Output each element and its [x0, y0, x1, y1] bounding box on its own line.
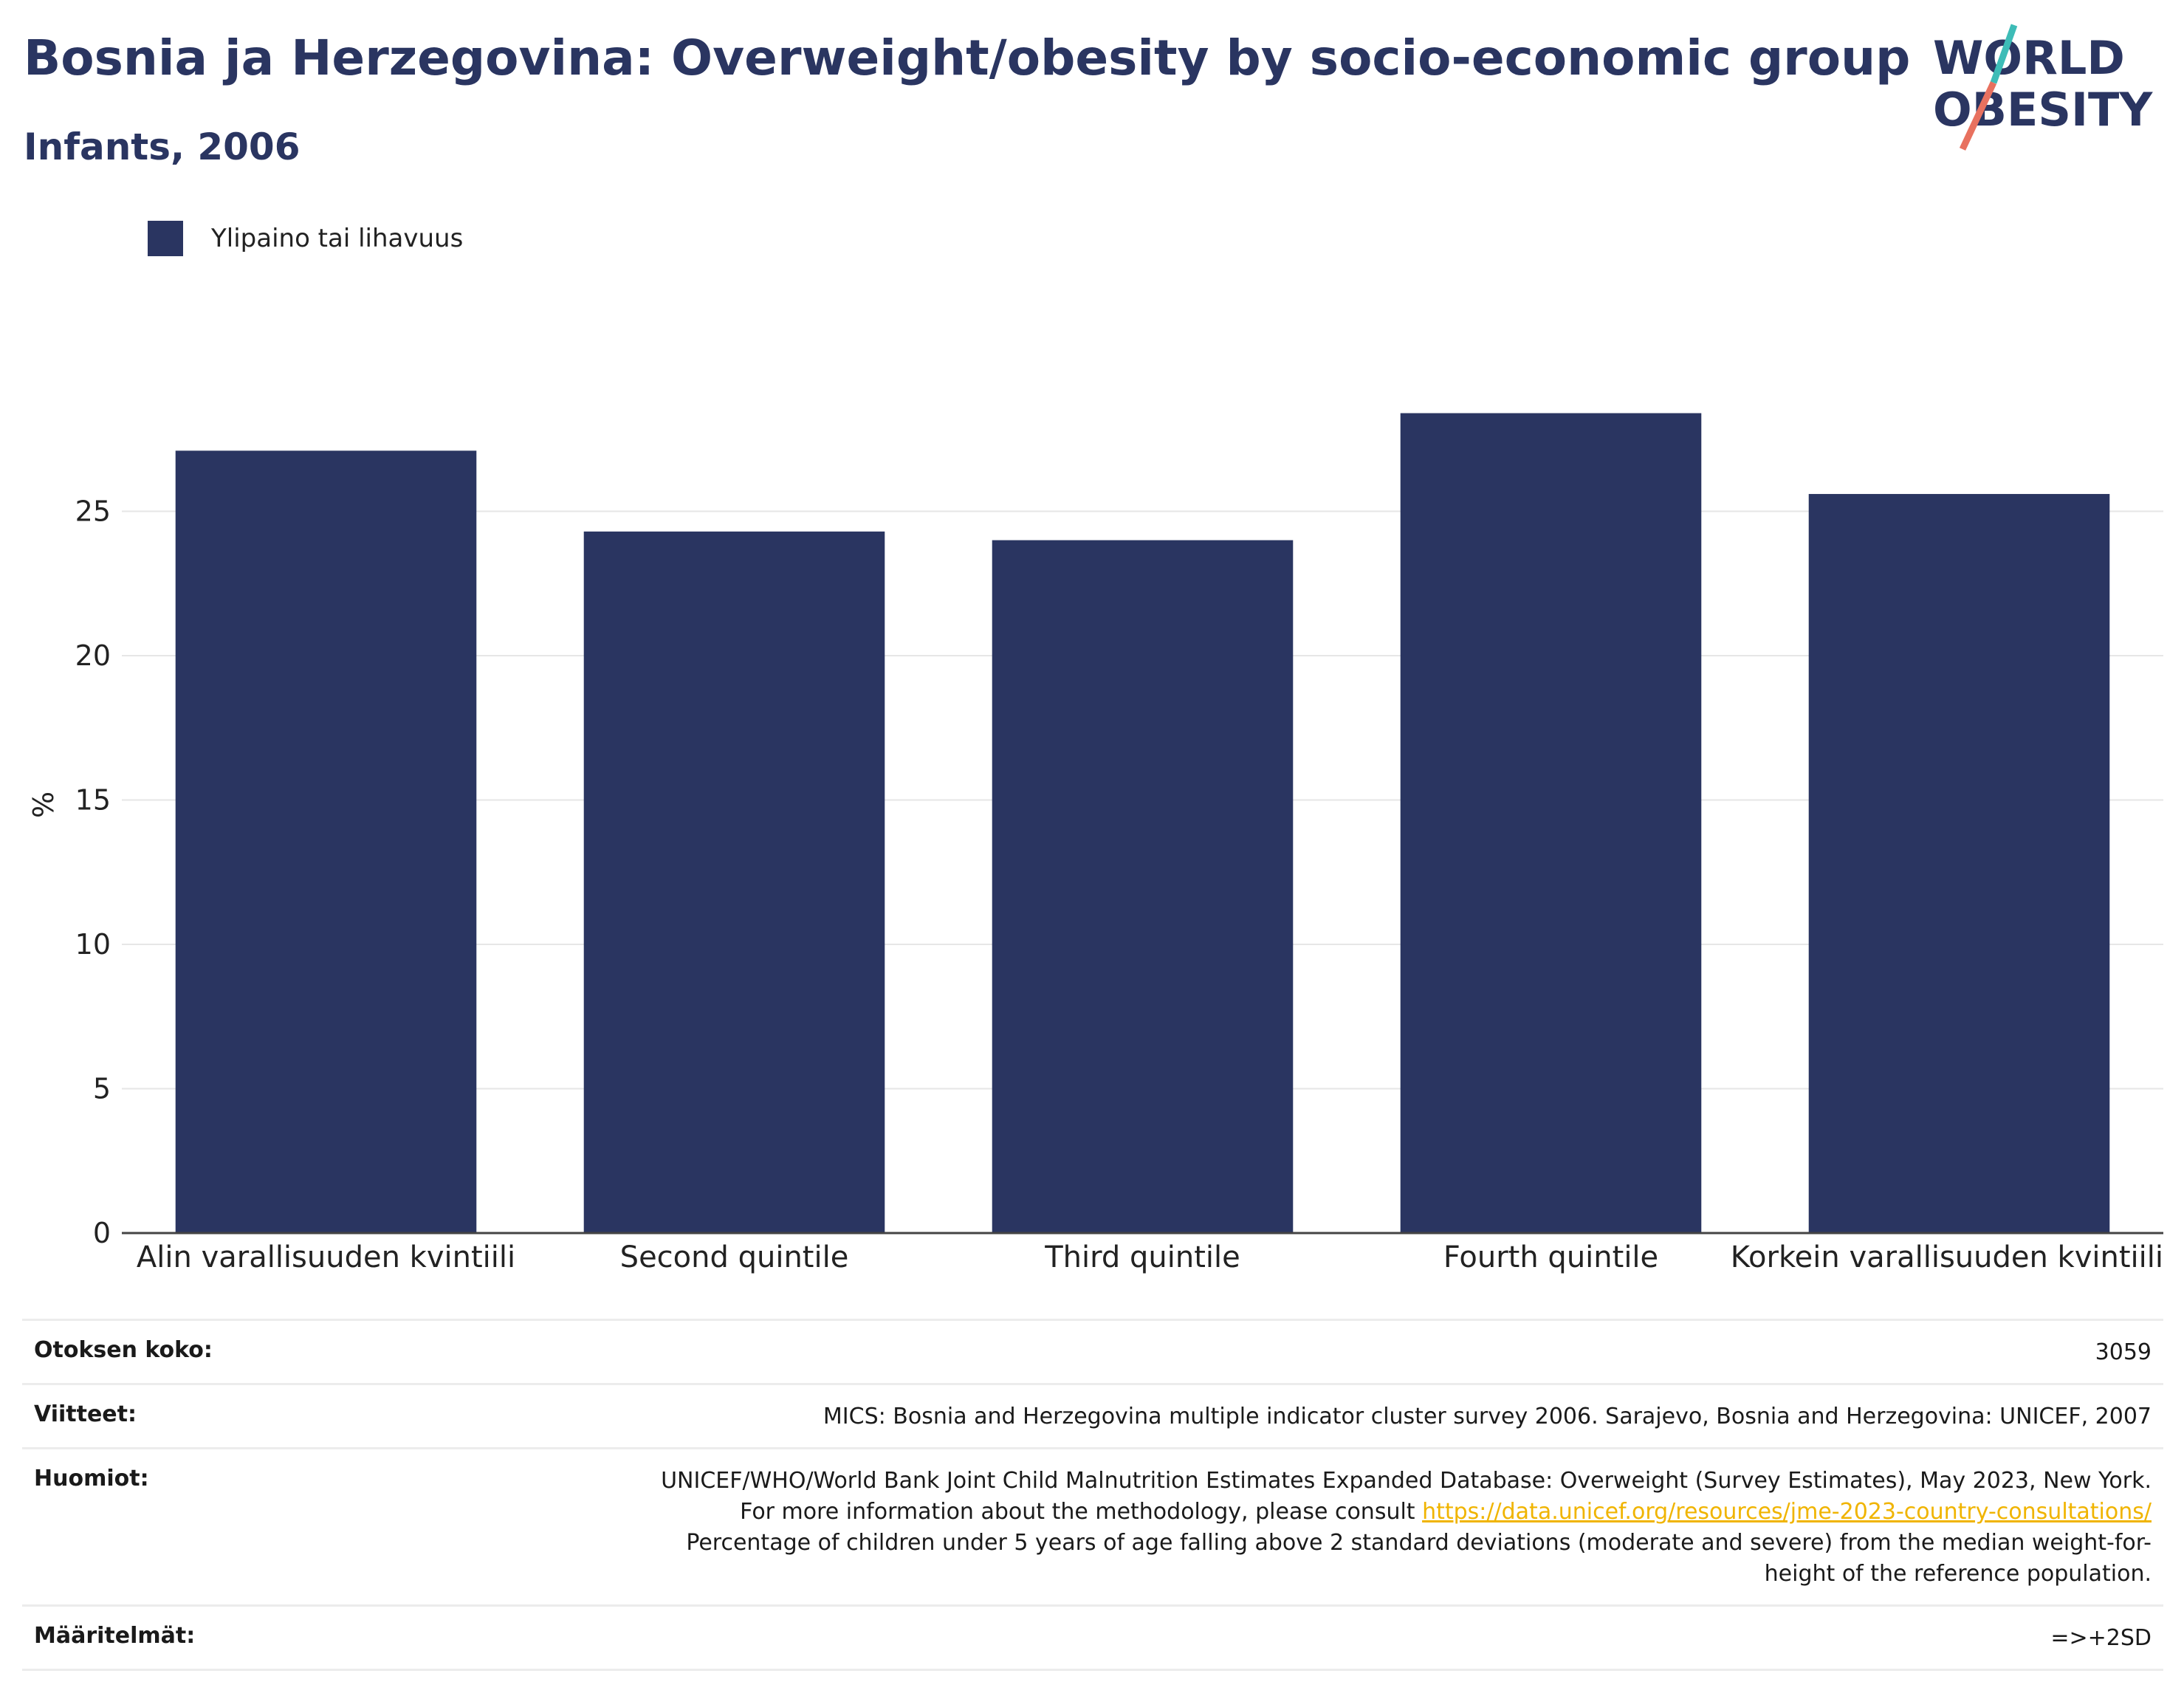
- meta-row-definitions: Määritelmät: =>+2SD: [22, 1604, 2163, 1671]
- bar[interactable]: [992, 540, 1294, 1233]
- logo-slash-coral: [1959, 81, 1997, 151]
- y-tick-label: 20: [75, 639, 111, 672]
- legend-swatch: [148, 221, 183, 256]
- x-tick-labels: Alin varallisuuden kvintiili Second quint…: [137, 1240, 2163, 1274]
- meta-row-sample-size: Otoksen koko: 3059: [22, 1319, 2163, 1383]
- x-tick-label: Korkein varallisuuden kvintiili: [1731, 1240, 2163, 1274]
- bar[interactable]: [583, 531, 885, 1233]
- chart-title: Bosnia ja Herzegovina: Overweight/obesit…: [24, 30, 1911, 86]
- y-tick-label: 15: [75, 784, 111, 817]
- x-tick-label: Third quintile: [1044, 1240, 1240, 1274]
- x-tick-label: Fourth quintile: [1443, 1240, 1658, 1274]
- legend: Ylipaino tai lihavuus: [148, 219, 463, 258]
- world-obesity-logo: WORLD OBESITY: [1933, 24, 2153, 151]
- x-tick-label: Second quintile: [620, 1240, 849, 1274]
- y-tick-labels: 0 5 10 15 20 25: [75, 495, 111, 1250]
- y-tick-label: 25: [75, 495, 111, 528]
- bar-chart: 0 5 10 15 20 25 Alin varallisuuden kvintiili S…: [27, 413, 2163, 1274]
- y-tick-label: 5: [93, 1073, 111, 1105]
- bar[interactable]: [1808, 494, 2110, 1233]
- y-axis-label: %: [27, 792, 60, 818]
- notes-definition-text: Percentage of children under 5 years of …: [686, 1530, 2152, 1587]
- sample-size-label: Otoksen koko:: [34, 1337, 213, 1363]
- logo-slash-teal: [1990, 24, 2018, 84]
- definitions-value: =>+2SD: [2050, 1625, 2152, 1651]
- logo-word-world: WORLD: [1933, 31, 2125, 85]
- notes-value: UNICEF/WHO/World Bank Joint Child Malnut…: [631, 1466, 2152, 1590]
- notes-label: Huomiot:: [34, 1466, 149, 1491]
- y-tick-label: 0: [93, 1217, 111, 1249]
- bar[interactable]: [1400, 413, 1702, 1233]
- meta-row-notes: Huomiot: UNICEF/WHO/World Bank Joint Chi…: [22, 1447, 2163, 1604]
- definitions-label: Määritelmät:: [34, 1623, 196, 1649]
- legend-label: Ylipaino tai lihavuus: [211, 224, 464, 253]
- notes-text: UNICEF/WHO/World Bank Joint Child Malnut…: [661, 1468, 2152, 1525]
- references-value: MICS: Bosnia and Herzegovina multiple in…: [823, 1404, 2152, 1429]
- bars: [175, 413, 2110, 1233]
- metadata-table: Otoksen koko: 3059 Viitteet: MICS: Bosni…: [22, 1319, 2163, 1671]
- sample-size-value: 3059: [2095, 1339, 2152, 1365]
- notes-link[interactable]: https://data.unicef.org/resources/jme-20…: [1422, 1499, 2152, 1525]
- bar[interactable]: [175, 450, 477, 1233]
- x-tick-label: Alin varallisuuden kvintiili: [137, 1240, 515, 1274]
- chart-subtitle: Infants, 2006: [24, 126, 301, 168]
- meta-row-references: Viitteet: MICS: Bosnia and Herzegovina m…: [22, 1383, 2163, 1447]
- y-tick-label: 10: [75, 928, 111, 961]
- references-label: Viitteet:: [34, 1401, 137, 1427]
